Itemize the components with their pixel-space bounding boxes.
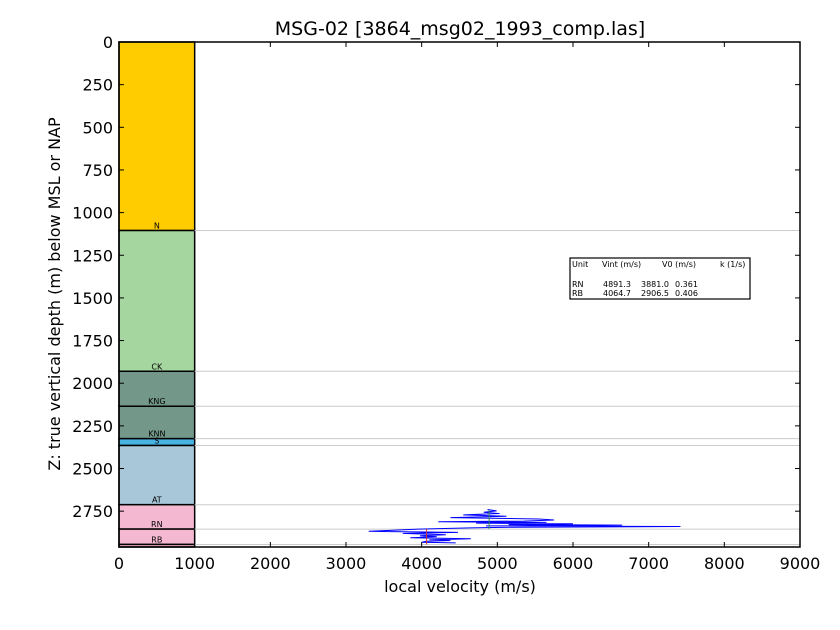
x-tick-label: 3000 bbox=[326, 554, 367, 573]
reference-lines bbox=[426, 509, 490, 545]
strat-unit-label: AT bbox=[152, 496, 162, 505]
x-axis-title: local velocity (m/s) bbox=[384, 577, 536, 596]
strat-unit-label: KNN bbox=[148, 430, 165, 439]
x-tick-label: 6000 bbox=[553, 554, 594, 573]
strat-unit-label: S bbox=[154, 436, 159, 445]
x-tick-label: 9000 bbox=[780, 554, 821, 573]
y-tick-label: 1750 bbox=[72, 332, 113, 351]
chart-title: MSG-02 [3864_msg02_1993_comp.las] bbox=[275, 18, 645, 40]
x-tick-label: 0 bbox=[114, 554, 124, 573]
velocity-line bbox=[368, 508, 681, 544]
table-header-cell: k (1/s) bbox=[720, 260, 745, 269]
strat-unit-s bbox=[118, 444, 196, 506]
table-header-cell: Unit bbox=[572, 260, 588, 269]
strat-unit-label: RB bbox=[151, 535, 162, 544]
y-tick-label: 2000 bbox=[72, 374, 113, 393]
table-cell: 4891.3 bbox=[603, 280, 631, 289]
y-tick-label: 0 bbox=[103, 33, 113, 52]
strat-unit-n bbox=[118, 229, 196, 373]
table-cell: RN bbox=[572, 280, 584, 289]
table-cell: RB bbox=[572, 289, 583, 298]
x-tick-label: 4000 bbox=[401, 554, 442, 573]
table-cell: 4064.7 bbox=[603, 289, 631, 298]
y-tick-label: 1250 bbox=[72, 246, 113, 265]
y-tick-label: 1500 bbox=[72, 289, 113, 308]
y-tick-label: 2750 bbox=[72, 502, 113, 521]
table-header-cell: Vint (m/s) bbox=[602, 260, 641, 269]
y-tick-label: 2500 bbox=[72, 460, 113, 479]
table-cell: 0.361 bbox=[675, 280, 698, 289]
x-tick-label: 7000 bbox=[628, 554, 669, 573]
velocity-series bbox=[368, 508, 681, 544]
y-tick-label: 750 bbox=[82, 161, 113, 180]
x-tick-label: 2000 bbox=[250, 554, 291, 573]
table-header-cell: V0 (m/s) bbox=[662, 260, 696, 269]
y-tick-label: 1000 bbox=[72, 204, 113, 223]
table-cell: 0.406 bbox=[675, 289, 698, 298]
x-tick-label: 1000 bbox=[174, 554, 215, 573]
strat-unit-label: CK bbox=[151, 362, 163, 371]
y-tick-label: 500 bbox=[82, 118, 113, 137]
parameter-table: Unit Vint (m/s) V0 (m/s) k (1/s) RN 4891.3 388… bbox=[569, 257, 751, 300]
strat-unit-kng bbox=[118, 405, 196, 440]
boundary-lines bbox=[194, 230, 800, 545]
strat-unit-label: KNG bbox=[148, 397, 165, 406]
y-tick-label: 250 bbox=[82, 76, 113, 95]
strat-unit-at bbox=[118, 503, 196, 530]
y-axis: 0 250 500 750 1000 1250 1500 1750 2000 2250 2500 27… bbox=[72, 33, 800, 521]
strat-unit-ck bbox=[118, 370, 196, 407]
y-axis-title: Z: true vertical depth (m) below MSL or … bbox=[45, 117, 64, 471]
y-tick-label: 2250 bbox=[72, 417, 113, 436]
strat-unit-label: N bbox=[154, 222, 160, 231]
table-cell: 3881.0 bbox=[641, 280, 669, 289]
table-cell: 2906.5 bbox=[641, 289, 669, 298]
plot-frame bbox=[118, 41, 801, 548]
x-tick-label: 8000 bbox=[704, 554, 745, 573]
strat-unit-label: RN bbox=[151, 520, 163, 529]
x-tick-label: 5000 bbox=[477, 554, 518, 573]
strat-unit-top bbox=[118, 41, 196, 232]
parameter-table-box bbox=[569, 257, 751, 300]
x-axis: 0 1000 2000 3000 4000 5000 6000 7000 8000 9000 bbox=[114, 42, 820, 573]
